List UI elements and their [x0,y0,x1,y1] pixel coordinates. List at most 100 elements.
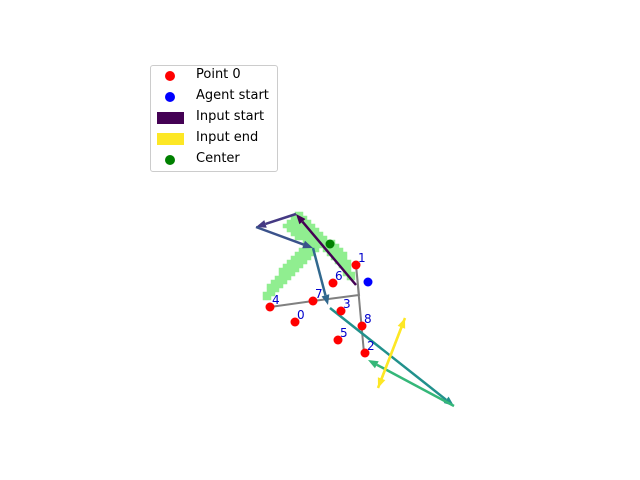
shape-cell [290,263,296,269]
shape-cell [298,263,304,269]
shape-cell [306,235,312,241]
shape-cell [302,227,308,233]
shape-region [262,211,356,301]
shape-cell [302,231,308,237]
shape-cell [306,247,312,253]
legend-green-dot-icon [165,155,175,165]
shape-cell [282,275,288,281]
shape-cell [270,287,276,293]
shape-cell [282,271,288,277]
point-label: 5 [340,326,348,340]
legend-item-agent-start: Agent start [151,87,279,107]
shape-cell [302,251,308,257]
shape-cell [294,259,300,265]
arrow-shaft [311,247,327,296]
shape-cell [310,223,316,229]
shape-cell [342,255,348,261]
shape-cell [338,255,344,261]
shape-cell [290,259,296,265]
shape-cell [302,247,308,253]
shape-cell [298,231,304,237]
shape-cell [314,243,320,249]
shape-cell [282,223,288,229]
shape-cell [282,279,288,285]
shape-cell [270,279,276,285]
shape-cell [298,259,304,265]
shape-cell [298,235,304,241]
shape-cell [294,255,300,261]
shape-cell [294,251,300,257]
shape-cell [294,235,300,241]
shape-cell [334,251,340,257]
shape-cell [302,255,308,261]
point-label: 1 [358,251,366,265]
shape-cell [290,271,296,277]
shape-cell [282,267,288,273]
legend-blue-dot-icon [165,92,175,102]
shape-cell [286,275,292,281]
legend-item-center: Center [151,150,279,170]
shape-cell [286,263,292,269]
shape-cell [270,291,276,297]
shape-cell [338,251,344,257]
point-marker [360,348,370,358]
shape-cell [294,223,300,229]
legend-purple-patch-icon [157,112,184,124]
shape-cell [286,223,292,229]
shape-cell [350,271,356,277]
arrow-head [321,294,330,305]
legend-red-dot-icon [165,71,175,81]
shape-cell [286,219,292,225]
shape-cell [278,283,284,289]
shape-cell [266,291,272,297]
shape-cell [314,247,320,253]
legend-item-point-0: Point 0 [151,66,279,86]
shape-cell [322,235,328,241]
shape-cell [290,223,296,229]
shape-cell [278,267,284,273]
arrow-head [368,360,379,369]
point-marker [336,306,346,316]
legend-item-input-start: Input start [151,108,279,128]
shape-cell [338,259,344,265]
arrow-shaft [380,317,407,380]
shape-cell [330,247,336,253]
arrow-head [256,220,267,228]
arrow-shaft [265,212,297,226]
shape-cell [294,263,300,269]
center-marker [325,239,335,249]
point-label: 7 [315,287,323,301]
indexed-points: 0 1 2 3 4 5 67 8 [265,251,375,358]
shape-cell [310,239,316,245]
shape-cell [346,263,352,269]
shape-cell [274,279,280,285]
shape-cell [266,295,272,301]
shape-cell [290,219,296,225]
shape-cell [266,283,272,289]
shape-cell [282,263,288,269]
point-marker [357,321,367,331]
shape-cell [298,251,304,257]
shape-cell [266,287,272,293]
legend-label: Input end [196,130,259,145]
special-markers [325,239,373,287]
legend-label: Input start [196,109,265,124]
point-label: 2 [367,339,375,353]
shape-cell [314,227,320,233]
shape-cell [338,247,344,253]
point-label: 3 [343,297,351,311]
shape-cell [274,287,280,293]
shape-cell [306,255,312,261]
shape-cell [306,219,312,225]
shape-cell [286,267,292,273]
legend-label: Agent start [196,88,269,103]
point-marker [308,296,318,306]
shape-cell [290,227,296,233]
shape-cell [294,231,300,237]
shape-cell [306,251,312,257]
point-label: 8 [364,312,372,326]
shape-cell [342,251,348,257]
shape-cell [318,231,324,237]
shape-cell [298,227,304,233]
